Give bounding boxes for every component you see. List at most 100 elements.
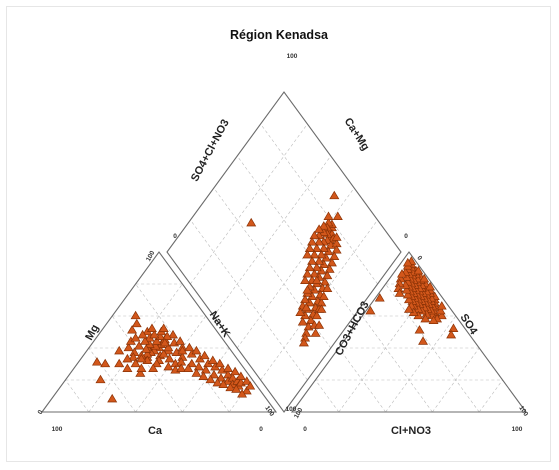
cation-point [127,325,138,334]
anion-point [396,269,408,278]
diamond-point [310,328,321,337]
cation-point [176,363,187,372]
cation-point [191,345,202,355]
cation-tick-left: 0 [37,409,45,416]
anion-point [435,305,446,315]
anion-tick-bottom-left: 0 [303,426,307,433]
anion-point [402,257,413,267]
points-layer [91,190,459,403]
cation-point [230,366,241,376]
cation-point [184,342,195,352]
anion-grid-line [338,347,386,413]
diamond-point [314,256,325,265]
cation-point [91,357,103,366]
cation-point [163,361,174,371]
anion-grid-line [478,379,503,413]
cation-point [114,345,125,355]
cation-point [136,353,147,363]
anion-point [394,288,405,297]
cation-grid-line [65,379,90,413]
cation-point [122,353,133,363]
cation-point [151,336,162,345]
cation-tick-bottom-right: 0 [259,426,263,433]
cation-point [237,389,248,398]
cation-point [198,371,209,380]
chart-title: Région Kenadsa [230,28,329,42]
diamond-grid-line [190,219,308,381]
anion-tick-left: 100 [293,407,304,420]
cation-point [159,337,170,347]
anion-tick-top: 0 [415,255,423,262]
diamond-point [302,285,313,294]
cation-point [164,353,175,363]
anion-point [402,289,413,299]
diamond-point [304,262,315,272]
diamond-point [307,237,318,246]
cation-tick-bottom-left: 100 [52,426,63,433]
cation-point [136,363,147,372]
cation-point [100,358,111,368]
diamond-tick-right: 0 [404,233,408,240]
diamond-point [311,262,322,272]
cation-point [95,374,106,384]
cation-point [123,342,134,352]
diamond-point [322,283,333,292]
cation-axis-label-mg: Mg [83,323,101,343]
cation-triangle-outline [40,251,278,413]
diamond-grid-line [260,123,378,285]
cation-point [241,376,252,385]
cation-point [163,342,174,352]
cation-point [168,329,179,339]
diamond-tick-left: 0 [173,233,177,240]
diamond-point [246,217,257,227]
anion-point [365,305,376,315]
anion-point [436,301,447,310]
anion-point [448,323,459,332]
diamond-point [318,243,329,252]
diamond-point [307,256,318,265]
diamond-point [300,294,311,304]
diamond-point [314,320,325,329]
anion-point [403,304,415,313]
cation-point [186,358,197,368]
cation-point [218,379,229,388]
anion-point [401,285,412,294]
cation-point [207,355,218,364]
cation-point [235,371,246,380]
diamond-point [300,275,311,284]
cation-point [175,336,186,345]
diamond-point [324,264,335,273]
cation-point [139,336,150,345]
diamond-point [314,224,325,233]
cation-point [231,384,242,393]
cation-point [193,361,204,371]
diamond-point [311,310,322,320]
diamond-point [305,315,316,324]
cation-point [131,318,142,328]
diamond-point [322,270,333,280]
cation-point [199,350,210,360]
cation-point [148,363,159,372]
cation-point [225,382,236,392]
cation-point [130,358,141,368]
diamond-point [309,249,320,259]
diamond-point [298,337,309,347]
cation-point [215,373,227,382]
anion-axis-label-co3hco3: CO3+HCO3 [333,299,372,357]
diamond-point [302,249,313,259]
diamond-point [318,291,329,300]
diamond-point [316,249,327,259]
anion-tick-bottom-right: 100 [512,426,523,433]
diamond-point [329,190,340,200]
grid-layer [65,123,503,413]
diamond-point [302,269,313,278]
cation-point [162,331,173,340]
cation-axis-label-nak: Na+K [207,309,233,339]
anion-triangle-outline [290,251,528,413]
cation-point [122,363,133,372]
diamond-point [311,275,322,284]
anion-point [425,281,436,291]
cation-tick-top: 100 [145,250,156,263]
cation-point [205,374,216,384]
